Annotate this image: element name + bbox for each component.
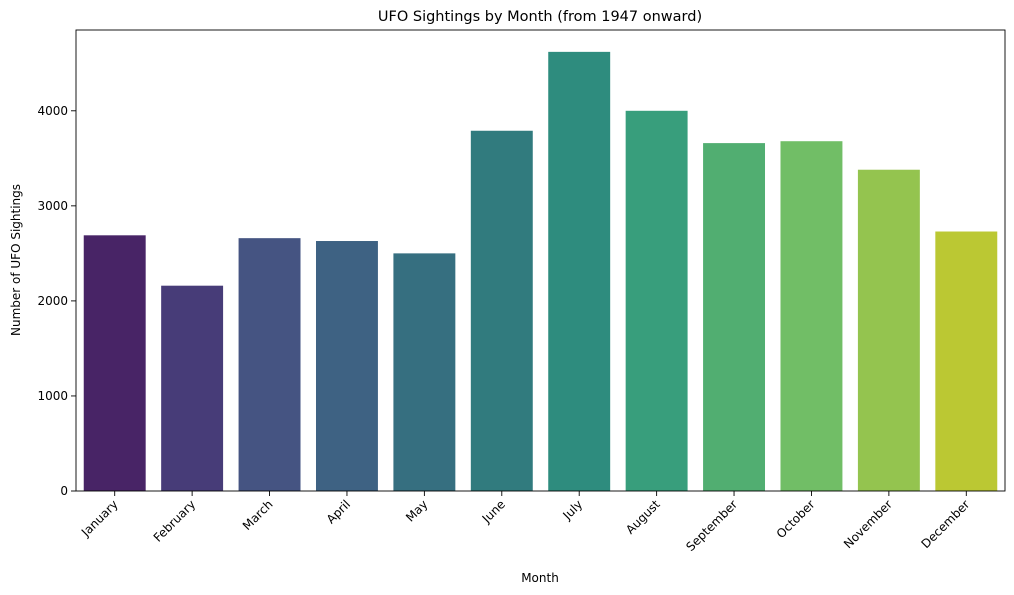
x-tick-label: April — [324, 497, 353, 526]
bar-august — [625, 110, 688, 491]
bar-may — [393, 253, 456, 491]
x-axis-ticks: January February March April May June July Augu… — [78, 491, 972, 554]
x-tick-label: December — [919, 497, 973, 551]
bar-april — [315, 241, 378, 491]
y-axis-ticks: 0 1000 2000 3000 4000 — [37, 104, 76, 498]
bar-june — [470, 130, 533, 491]
y-tick-label: 2000 — [37, 294, 68, 308]
bar-december — [935, 231, 998, 491]
chart-title: UFO Sightings by Month (from 1947 onward… — [378, 9, 702, 25]
bar-july — [548, 51, 611, 492]
y-tick-label: 1000 — [37, 389, 68, 403]
bar-january — [83, 235, 146, 491]
x-tick-label: February — [151, 497, 199, 545]
x-tick-label: June — [479, 497, 508, 526]
x-tick-label: July — [559, 497, 585, 523]
bar-october — [780, 141, 843, 491]
y-tick-label: 0 — [60, 484, 68, 498]
bars-group — [83, 51, 998, 492]
x-tick-label: May — [403, 497, 430, 524]
plot-frame — [75, 29, 1006, 492]
bar-february — [161, 285, 224, 491]
bar-september — [703, 143, 766, 492]
bar-march — [238, 238, 301, 491]
x-tick-label: October — [774, 497, 818, 541]
bar-november — [857, 169, 920, 491]
x-tick-label: August — [623, 497, 663, 537]
y-tick-label: 4000 — [37, 104, 68, 118]
x-tick-label: November — [841, 497, 895, 551]
x-tick-label: March — [240, 497, 276, 533]
y-axis-label: Number of UFO Sightings — [9, 184, 23, 336]
x-tick-label: September — [683, 497, 740, 554]
x-tick-label: January — [78, 497, 121, 540]
y-tick-label: 3000 — [37, 199, 68, 213]
x-axis-label: Month — [521, 571, 559, 585]
